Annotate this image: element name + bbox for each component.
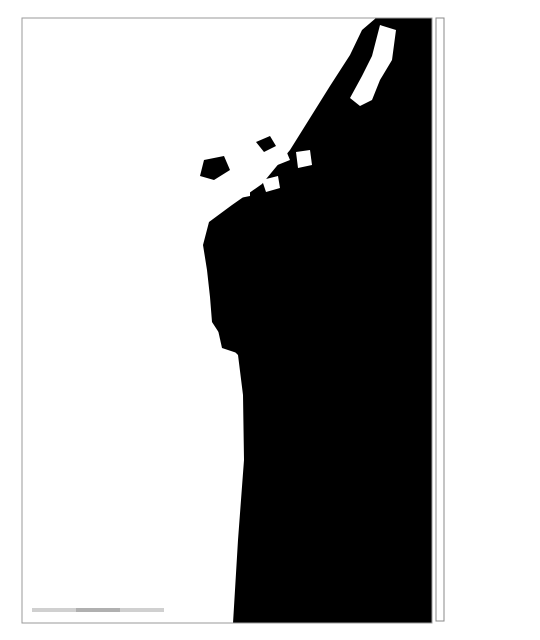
island — [200, 156, 230, 180]
scale-bar-segment — [32, 608, 76, 612]
peninsula-landmass — [203, 18, 432, 623]
lagoon — [262, 148, 290, 166]
meridian-line — [128, 18, 158, 640]
map-frame — [21, 17, 433, 624]
scale-bar — [32, 608, 164, 612]
legend-color-bar — [435, 17, 445, 622]
island — [256, 136, 276, 152]
scale-bar-segment — [76, 608, 120, 612]
island — [248, 202, 264, 214]
end-position-dot — [266, 436, 274, 444]
scale-bar-segment — [120, 608, 164, 612]
date-color-legend — [435, 17, 445, 622]
lagoon — [296, 150, 312, 168]
island — [218, 322, 256, 354]
bay-inlet — [350, 25, 396, 106]
lagoon — [238, 186, 250, 198]
lagoon — [262, 176, 280, 192]
land-layer — [200, 18, 432, 623]
